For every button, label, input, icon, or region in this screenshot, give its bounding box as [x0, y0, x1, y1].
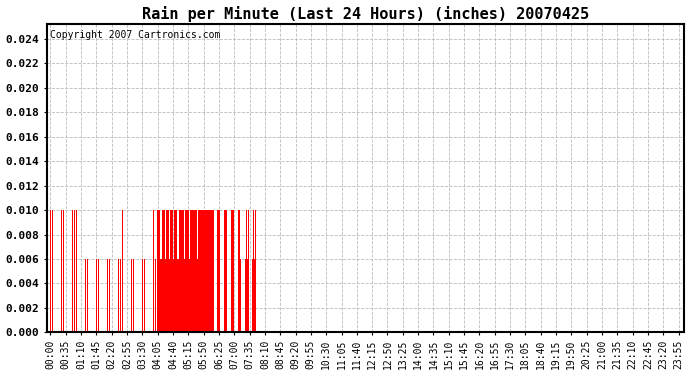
Title: Rain per Minute (Last 24 Hours) (inches) 20070425: Rain per Minute (Last 24 Hours) (inches)… [142, 6, 589, 21]
Text: Copyright 2007 Cartronics.com: Copyright 2007 Cartronics.com [50, 30, 221, 40]
